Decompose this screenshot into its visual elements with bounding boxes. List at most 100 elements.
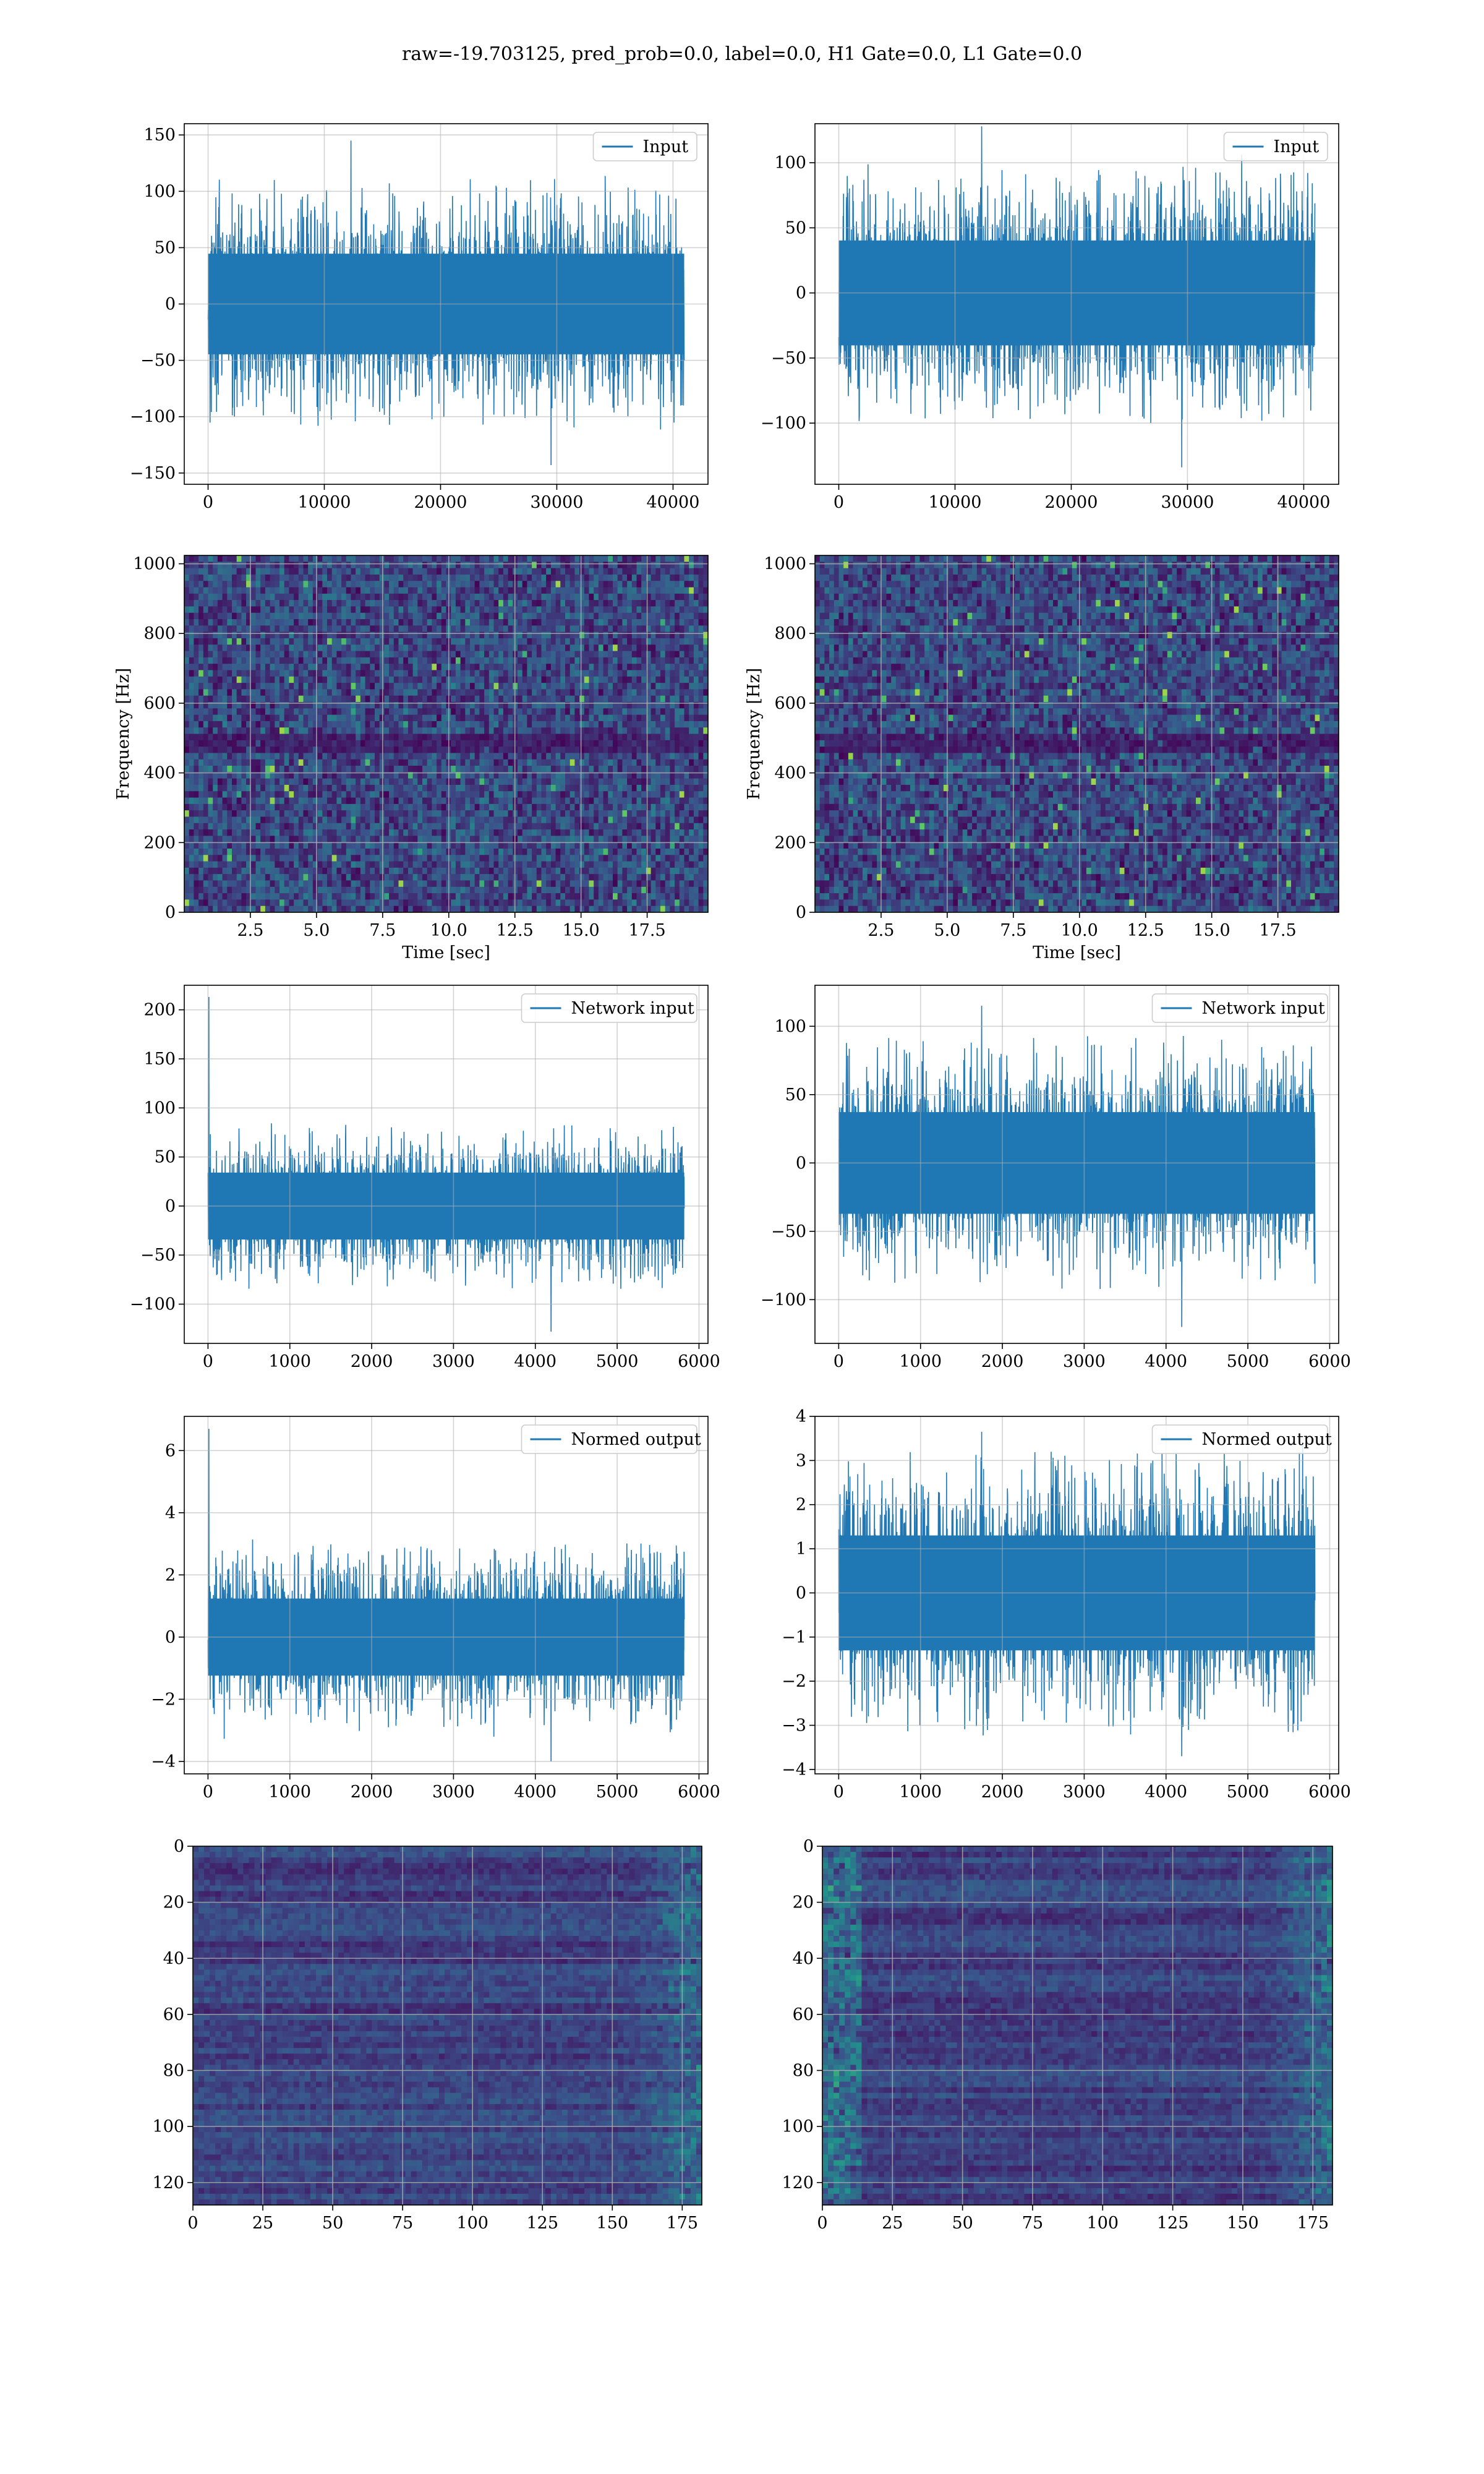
spectrogram-cell [489, 760, 494, 766]
spectrogram-cell [546, 689, 551, 696]
spectrogram-cell [489, 740, 494, 747]
spectrogram-cell [465, 689, 470, 696]
spectrogram-cell [565, 651, 570, 658]
spectrogram-cell [456, 588, 461, 594]
spectrogram-cell [318, 906, 323, 913]
spectrogram-cell [184, 644, 189, 651]
spectrogram-cell [260, 600, 265, 607]
spectrogram-cell [327, 836, 332, 842]
spectrogram-cell [279, 651, 284, 658]
spectrogram-cell [570, 689, 575, 696]
spectrogram-cell [437, 760, 441, 766]
spectrogram-cell [332, 594, 337, 601]
spectrogram-cell [308, 581, 313, 588]
spectrogram-cell [336, 849, 341, 855]
spectrogram-cell [322, 874, 327, 881]
spectrogram-cell [232, 555, 237, 562]
spectrogram-cell [399, 683, 404, 690]
spectrogram-cell [532, 842, 537, 849]
spectrogram-cell [537, 753, 542, 760]
spectrogram-cell [313, 766, 318, 773]
spectrogram-cell [223, 760, 228, 766]
spectrogram-cell [461, 721, 466, 728]
spectrogram-cell [360, 575, 365, 581]
spectrogram-cell [380, 696, 385, 703]
spectrogram-cell [542, 753, 547, 760]
spectrogram-cell [203, 874, 208, 881]
spectrogram-cell [322, 868, 327, 875]
spectrogram-cell [556, 855, 561, 862]
spectrogram-cell [289, 651, 294, 658]
spectrogram-cell [289, 588, 294, 594]
spectrogram-cell [275, 606, 279, 613]
spectrogram-cell [432, 874, 437, 881]
spectrogram-cell [279, 708, 284, 715]
spectrogram-cell [184, 810, 189, 817]
spectrogram-cell [461, 753, 466, 760]
spectrogram-cell [494, 575, 499, 581]
spectrogram-cell [189, 657, 194, 664]
spectrogram-cell [589, 708, 594, 715]
spectrogram-cell [346, 740, 351, 747]
spectrogram-cell [223, 855, 228, 862]
spectrogram-cell [413, 791, 418, 798]
spectrogram-cell [451, 613, 456, 620]
spectrogram-cell [308, 613, 313, 620]
spectrogram-cell [327, 753, 332, 760]
spectrogram-cell [270, 849, 275, 855]
spectrogram-cell [279, 816, 284, 823]
spectrogram-cell [589, 555, 594, 562]
spectrogram-cell [560, 575, 565, 581]
spectrogram-cell [556, 893, 561, 900]
spectrogram-cell [232, 625, 237, 632]
spectrogram-cell [265, 791, 270, 798]
spectrogram-cell [370, 893, 375, 900]
spectrogram-cell [318, 798, 323, 805]
spectrogram-cell [332, 740, 337, 747]
spectrogram-cell [475, 632, 480, 639]
spectrogram-cell [370, 766, 375, 773]
spectrogram-cell [589, 816, 594, 823]
spectrogram-cell [479, 906, 484, 913]
spectrogram-cell [260, 766, 265, 773]
spectrogram-cell [532, 721, 537, 728]
spectrogram-cell [327, 862, 332, 868]
spectrogram-cell [251, 600, 256, 607]
spectrogram-cell [218, 842, 223, 849]
spectrogram-cell [356, 727, 360, 734]
spectrogram-cell [227, 575, 232, 581]
spectrogram-cell [465, 677, 470, 683]
spectrogram-cell [304, 810, 309, 817]
spectrogram-cell [265, 810, 270, 817]
spectrogram-cell [265, 664, 270, 670]
spectrogram-cell [346, 760, 351, 766]
spectrogram-cell [341, 708, 346, 715]
x-tick-label: 10000 [929, 493, 982, 512]
spectrogram-cell [313, 600, 318, 607]
spectrogram-cell [437, 708, 441, 715]
spectrogram-cell [532, 588, 537, 594]
spectrogram-cell [265, 893, 270, 900]
spectrogram-cell [198, 899, 203, 906]
spectrogram-cell [508, 613, 513, 620]
spectrogram-cell [294, 638, 299, 645]
spectrogram-cell [437, 721, 441, 728]
spectrogram-cell [399, 644, 404, 651]
spectrogram-cell [451, 708, 456, 715]
spectrogram-cell [532, 753, 537, 760]
spectrogram-cell [461, 606, 466, 613]
spectrogram-cell [232, 760, 237, 766]
spectrogram-cell [375, 823, 380, 830]
spectrogram-cell [574, 874, 579, 881]
spectrogram-cell [184, 555, 189, 562]
spectrogram-cell [522, 880, 527, 887]
spectrogram-cell [589, 562, 594, 568]
spectrogram-cell [542, 880, 547, 887]
spectrogram-cell [461, 893, 466, 900]
spectrogram-cell [532, 600, 537, 607]
spectrogram-cell [394, 753, 399, 760]
spectrogram-cell [494, 791, 499, 798]
spectrogram-cell [494, 555, 499, 562]
spectrogram-cell [237, 842, 242, 849]
spectrogram-cell [241, 689, 246, 696]
